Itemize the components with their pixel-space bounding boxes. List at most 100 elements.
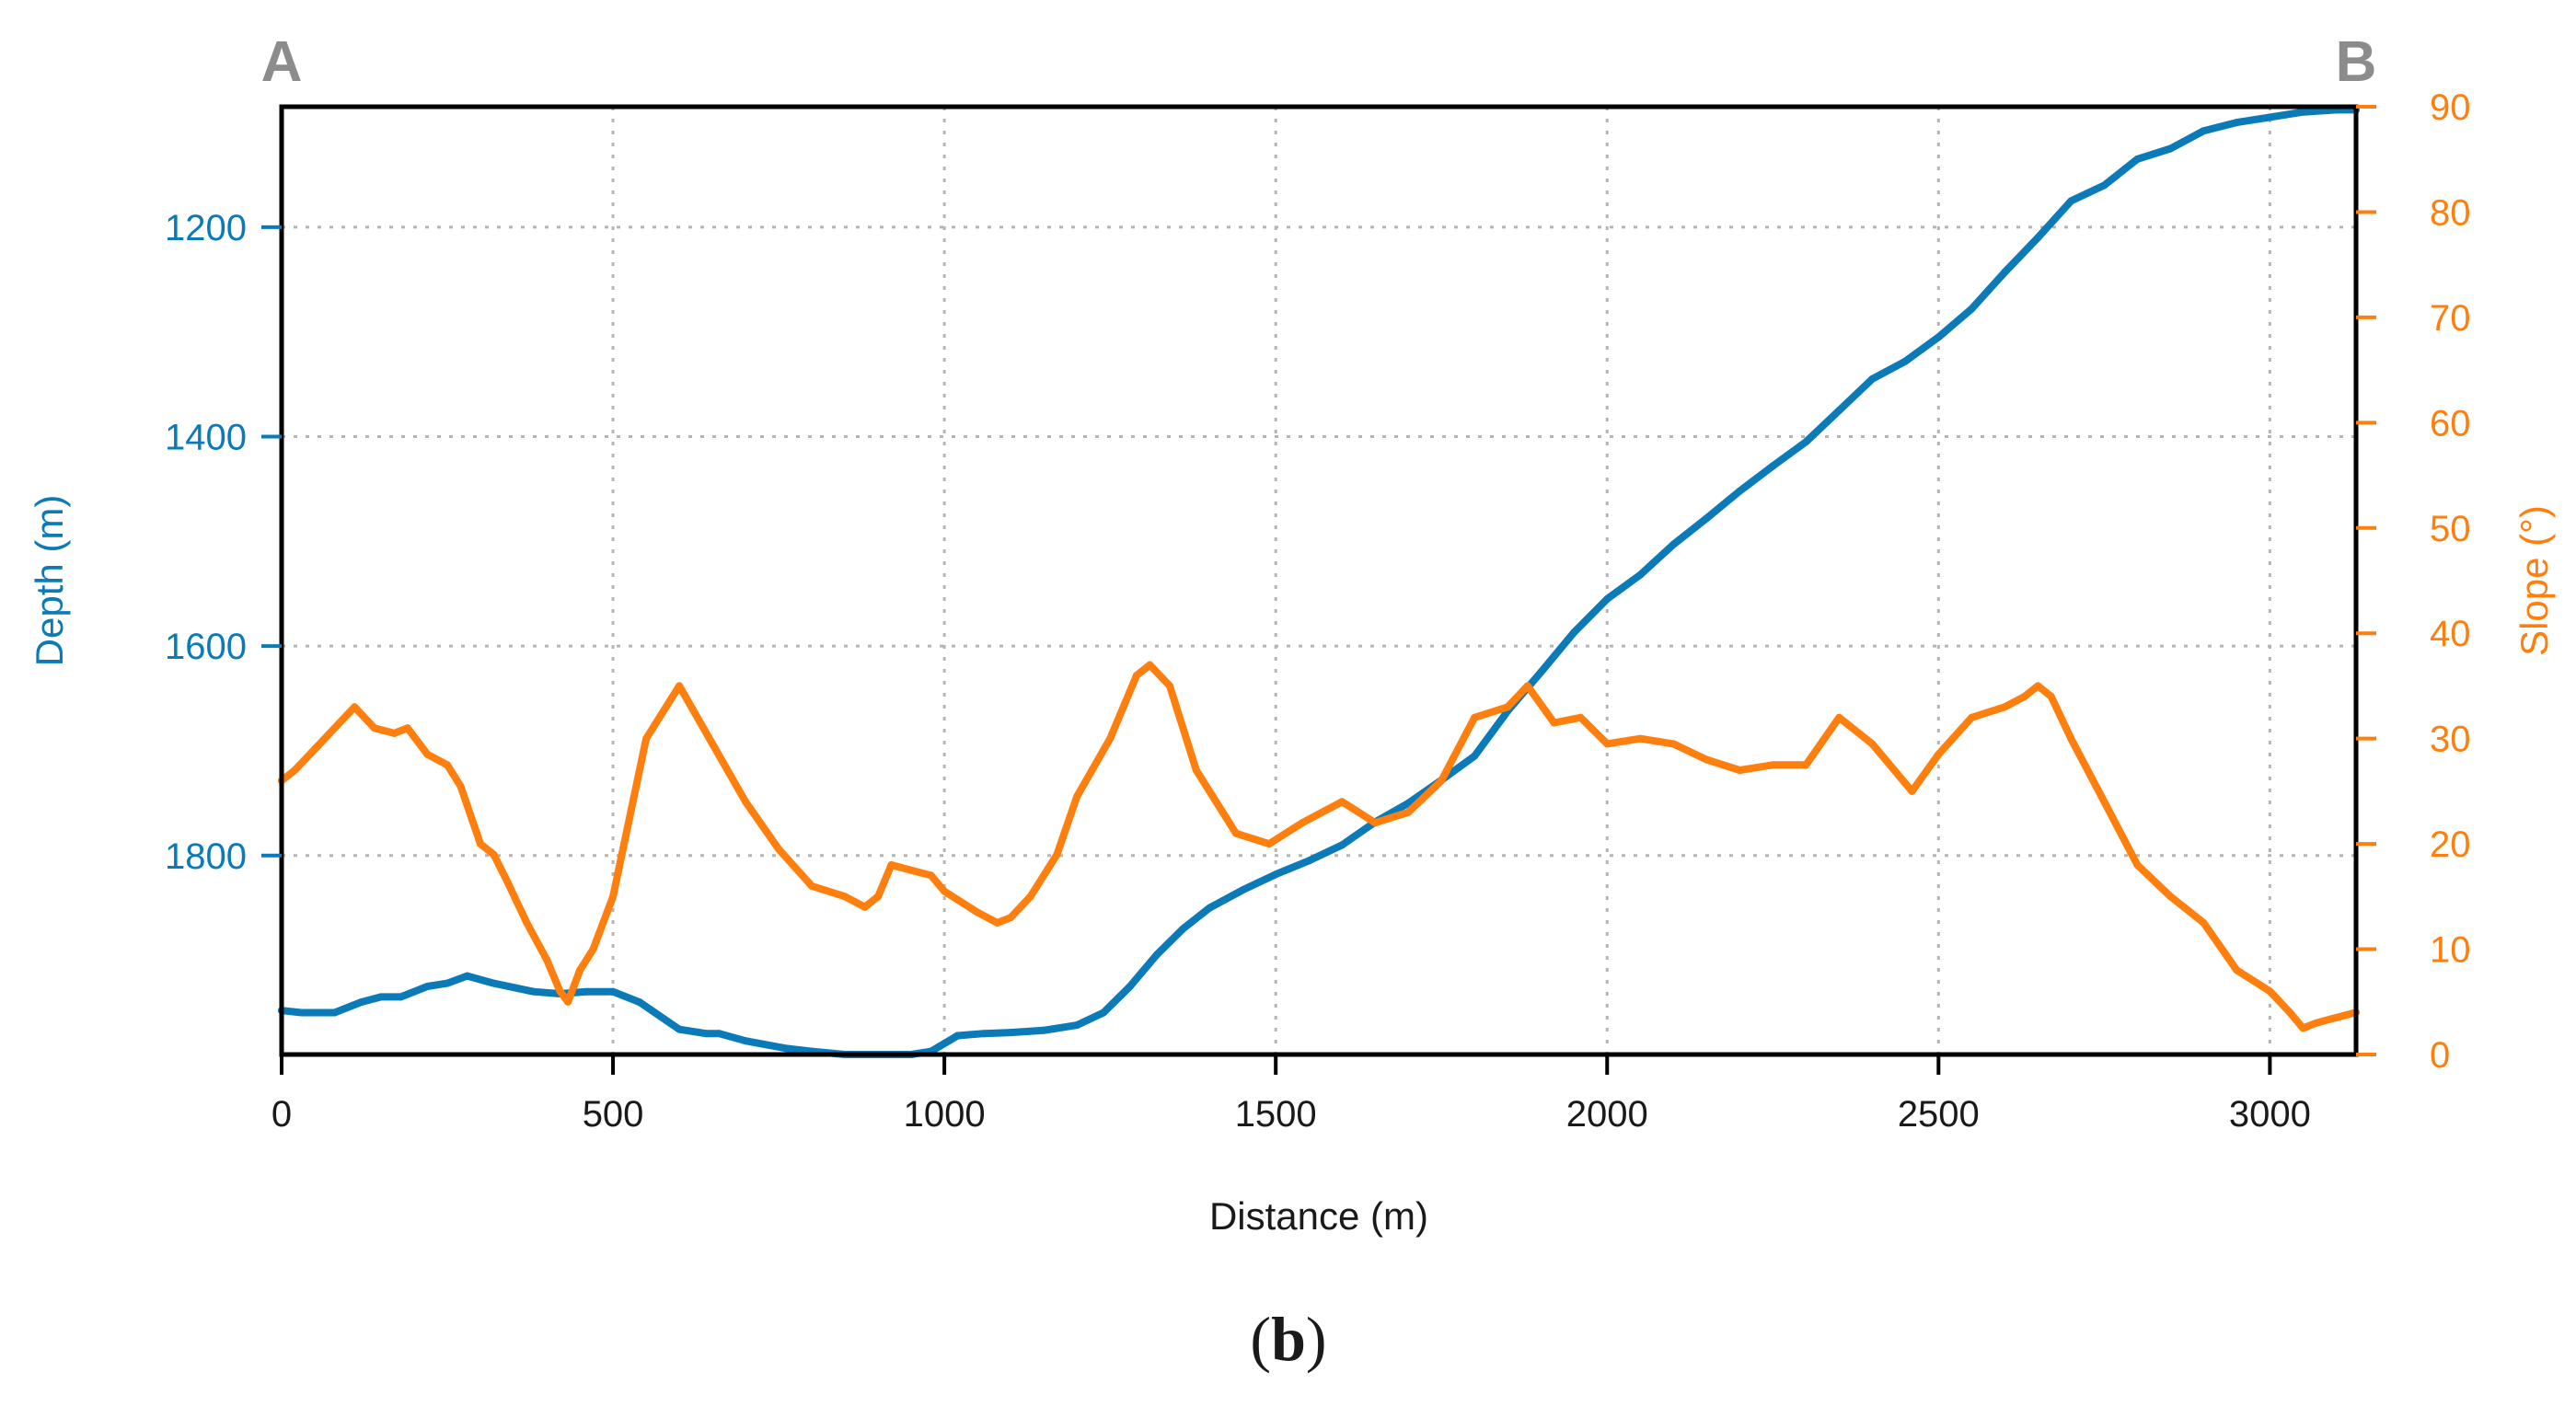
slope-point [642,734,651,743]
slope-point [2200,918,2208,927]
slope-point [1968,713,1976,721]
depth-point [1769,462,1777,470]
slope-point [2266,987,2274,996]
depth-point [2034,234,2042,242]
panel-label: (b) [1250,1304,1326,1374]
slope-point [1166,682,1173,690]
depth-point [1404,799,1413,807]
depth-point [1272,870,1280,879]
depth-point [2299,108,2307,116]
slope-point [2299,1024,2307,1032]
slope-point [291,766,299,774]
depth-point [583,987,591,996]
slope-point [742,798,750,806]
slope-point [993,918,1001,927]
slope-point [1908,787,1916,795]
slope-point [2047,692,2055,700]
x-tick-label: 3000 [2229,1094,2311,1135]
slope-point [1192,766,1200,774]
depth-point [1901,357,1910,365]
y-right-tick-label: 90 [2430,87,2471,128]
slope-point [1026,893,1034,901]
slope-point [564,997,572,1006]
y-left-tick-label: 1400 [165,418,247,458]
slope-point [1835,713,1843,721]
slope-point [1504,703,1512,711]
y-left-tick-label: 1200 [165,208,247,248]
panel-label-close: ) [1306,1304,1327,1374]
y-right-tick-label: 20 [2430,824,2471,865]
depth-point [953,1031,962,1040]
depth-point [742,1037,750,1045]
slope-point [1577,713,1585,721]
series [278,106,2360,1058]
y-right-tick-label: 60 [2430,403,2471,444]
slope-point [370,724,378,732]
depth-point [1968,305,1976,313]
y-right-tick-label: 0 [2430,1035,2450,1076]
slope-point [2286,1008,2293,1017]
depth-point [2233,119,2241,127]
x-axis-title: Distance (m) [1209,1194,1428,1238]
slope-point [1053,850,1061,859]
depth-point [1603,594,1611,603]
slope-point [456,782,465,790]
slope-point [1299,819,1306,827]
x-tick-label: 0 [271,1094,292,1135]
plot-frame [279,104,2359,1057]
slope-point [1371,819,1380,827]
depth-point [980,1030,988,1038]
depth-point [676,1025,684,1033]
slope-point [1769,761,1777,769]
slope-point [1007,914,1015,922]
x-tick-label: 2000 [1566,1094,1648,1135]
depth-point [1736,487,1744,495]
depth-point [2166,144,2175,153]
x-tick-label: 1000 [904,1094,986,1135]
depth-point [397,993,405,1001]
slope-point [351,703,359,711]
depth-point [1073,1021,1081,1030]
slope-point [609,893,618,901]
panel-label-open: ( [1250,1304,1271,1374]
slope-point [841,893,849,901]
depth-point [1669,540,1678,548]
slope-point [1603,740,1611,748]
slope-point [1106,734,1115,743]
depth-point [1040,1026,1048,1034]
depth-point [2200,127,2208,135]
slope-point [423,750,432,758]
depth-point [1636,570,1645,579]
slope-point [927,871,935,880]
slope-point [941,887,949,895]
slope-point [1636,734,1645,743]
slope-point [2233,966,2241,974]
slope-point [808,882,816,890]
depth-point [609,987,618,996]
slope-point [490,850,498,859]
slope-point [1232,829,1240,837]
depth-point [297,1008,306,1017]
depth-point [1835,407,1843,415]
slope-point [874,893,883,901]
y-left-tick-label: 1600 [165,627,247,667]
depth-point [1179,925,1187,933]
slope-point [1265,840,1273,848]
depth-point [2133,155,2142,163]
slope-point [576,966,584,974]
slope-point [1073,792,1081,801]
slope-point [2133,861,2142,869]
depth-point [330,1008,339,1017]
slope-point [1338,798,1346,806]
slope-point [477,840,484,848]
slope-point [1146,661,1154,669]
slope-point [403,724,411,732]
slope-point [2166,893,2175,901]
y-right-tick-label: 30 [2430,720,2471,760]
y-right-tick-label: 10 [2430,930,2471,971]
slope-point [2067,734,2075,743]
slope-point [887,861,895,869]
depth-point [715,1030,723,1038]
slope-point [543,956,551,963]
slope-point [2034,682,2042,690]
